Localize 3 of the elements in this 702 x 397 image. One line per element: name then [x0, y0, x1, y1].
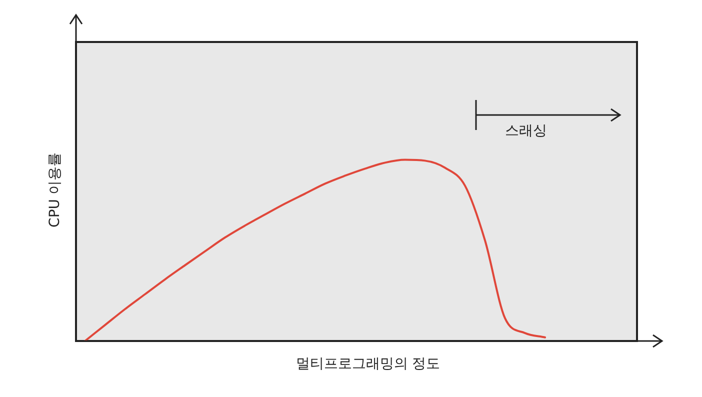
- y-axis-title: CPU 이용률: [46, 152, 64, 228]
- text: 스래싱: [505, 122, 547, 140]
- x-axis-title: 멀티프로그래밍의 정도: [294, 355, 442, 373]
